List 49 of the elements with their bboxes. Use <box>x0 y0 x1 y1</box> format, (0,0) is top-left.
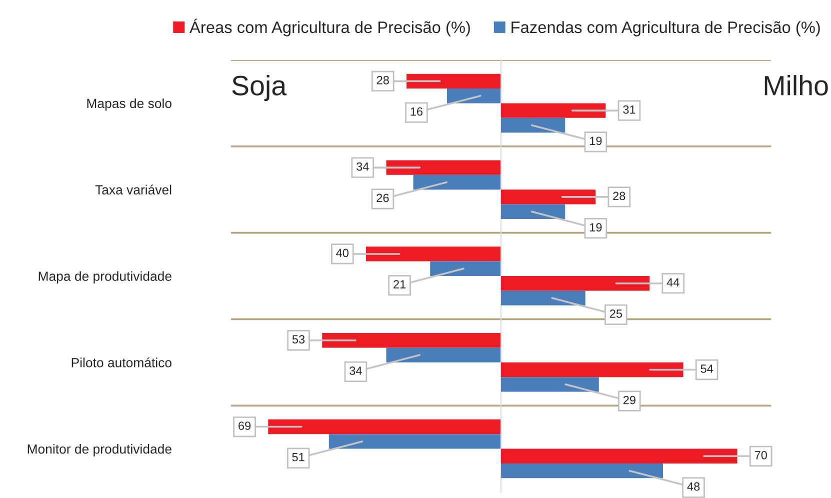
data-label: 26 <box>376 194 389 202</box>
data-label: 19 <box>590 136 602 146</box>
bar <box>328 434 501 449</box>
bar <box>501 204 566 219</box>
data-label: 25 <box>610 310 622 318</box>
data-label: 51 <box>292 453 304 462</box>
bar <box>501 290 586 306</box>
legend-label: Fazendas com Agricultura de Precisão (%) <box>512 21 820 36</box>
data-label: 69 <box>238 422 251 430</box>
data-label: 70 <box>754 450 767 460</box>
bar <box>430 261 501 276</box>
data-label: 31 <box>623 105 636 114</box>
bar <box>501 362 684 378</box>
bar <box>406 74 501 89</box>
data-label: 53 <box>292 335 305 344</box>
bar <box>501 103 606 118</box>
y-tick-label: Mapas de solo <box>87 98 172 111</box>
bar <box>501 118 566 133</box>
data-label: 44 <box>666 278 680 286</box>
bar <box>501 448 738 464</box>
data-label: 19 <box>590 223 602 232</box>
bar <box>501 190 596 204</box>
data-label: 34 <box>356 162 369 171</box>
legend-label: Áreas com Agricultura de Precisão (%) <box>190 18 470 36</box>
bar <box>366 246 501 262</box>
data-label: 40 <box>336 248 348 258</box>
data-label: 21 <box>394 280 406 288</box>
y-tick-label: Taxa variável <box>95 184 172 195</box>
data-label: 28 <box>376 76 389 84</box>
bar <box>501 463 663 478</box>
bar <box>386 348 501 362</box>
data-label: 54 <box>700 364 714 373</box>
data-label: 48 <box>687 482 700 491</box>
data-label: 29 <box>623 396 636 404</box>
y-tick-label: Mapa de produtividade <box>38 271 172 284</box>
bar <box>322 333 501 348</box>
bar <box>386 160 501 175</box>
text: Soja <box>232 75 287 101</box>
y-tick-label: Monitor de produtividade <box>28 444 172 456</box>
chart-title: Milho <box>764 75 828 96</box>
data-label: 34 <box>350 366 362 375</box>
bar <box>413 174 501 190</box>
bar <box>501 377 599 392</box>
bar <box>501 276 650 291</box>
data-label: 16 <box>410 107 422 116</box>
bar <box>268 419 501 434</box>
data-label: 28 <box>613 192 626 200</box>
bar <box>447 88 501 104</box>
y-tick-label: Piloto automático <box>72 357 172 368</box>
